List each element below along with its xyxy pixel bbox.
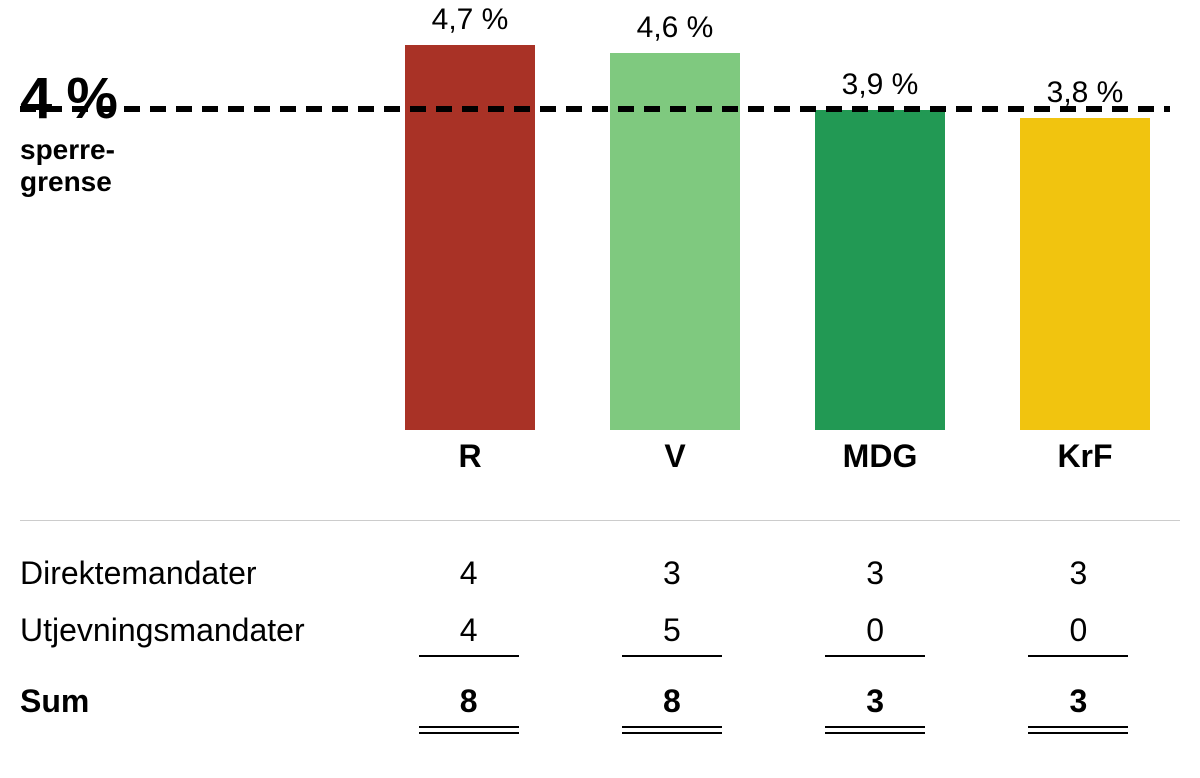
cell-underline-double	[622, 726, 722, 734]
threshold-text-line1: sperre-	[20, 134, 115, 165]
table-row: Direktemandater4333	[20, 545, 1180, 602]
bar-label-krf: KrF	[1020, 438, 1150, 475]
cell-underline	[419, 655, 519, 657]
table-cell: 3	[570, 555, 773, 592]
threshold-text: sperre- grense	[20, 134, 117, 198]
table-cell: 0	[774, 612, 977, 649]
bar-krf	[1020, 118, 1150, 430]
cell-underline-double	[419, 726, 519, 734]
table-cell: 3	[977, 555, 1180, 592]
table-cell: 0	[977, 612, 1180, 649]
cell-underline	[622, 655, 722, 657]
bar-value-v: 4,6 %	[610, 11, 740, 45]
table-cell: 3	[977, 683, 1180, 720]
bar-group-r: 4,7 %	[405, 45, 535, 430]
table-row-label: Direktemandater	[20, 555, 367, 592]
bar-group-mdg: 3,9 %	[815, 110, 945, 430]
bar-r	[405, 45, 535, 430]
cell-underline-double	[1028, 726, 1128, 734]
bar-label-r: R	[405, 438, 535, 475]
table-cell: 3	[774, 683, 977, 720]
table-body: Direktemandater4333Utjevningsmandater450…	[20, 545, 1180, 744]
cell-underline	[1028, 655, 1128, 657]
table-cell: 5	[570, 612, 773, 649]
bar-label-mdg: MDG	[815, 438, 945, 475]
table-row: Utjevningsmandater4500	[20, 602, 1180, 659]
table-divider	[20, 520, 1180, 521]
mandate-table: Direktemandater4333Utjevningsmandater450…	[20, 520, 1180, 744]
table-row-label: Sum	[20, 683, 367, 720]
bar-chart: 4,7 % R 4,6 % V 3,9 % MDG 3,8 % KrF	[370, 0, 1170, 475]
threshold-label-block: 4 % sperre- grense	[20, 70, 117, 198]
chart-container: 4 % sperre- grense 4,7 % R 4,6 % V 3,9 % MDG 3…	[0, 0, 1200, 778]
threshold-text-line2: grense	[20, 166, 112, 197]
bar-value-r: 4,7 %	[405, 3, 535, 37]
bar-label-v: V	[610, 438, 740, 475]
cell-underline-double	[825, 726, 925, 734]
table-cell: 8	[367, 683, 570, 720]
table-cell: 3	[774, 555, 977, 592]
cell-underline	[825, 655, 925, 657]
threshold-percent: 4 %	[20, 70, 117, 128]
bar-group-krf: 3,8 %	[1020, 118, 1150, 430]
table-row-label: Utjevningsmandater	[20, 612, 367, 649]
threshold-line	[20, 106, 1170, 112]
table-row: Sum8833	[20, 673, 1180, 730]
table-cell: 4	[367, 612, 570, 649]
bar-value-mdg: 3,9 %	[815, 68, 945, 102]
table-cell: 4	[367, 555, 570, 592]
bar-mdg	[815, 110, 945, 430]
table-cell: 8	[570, 683, 773, 720]
